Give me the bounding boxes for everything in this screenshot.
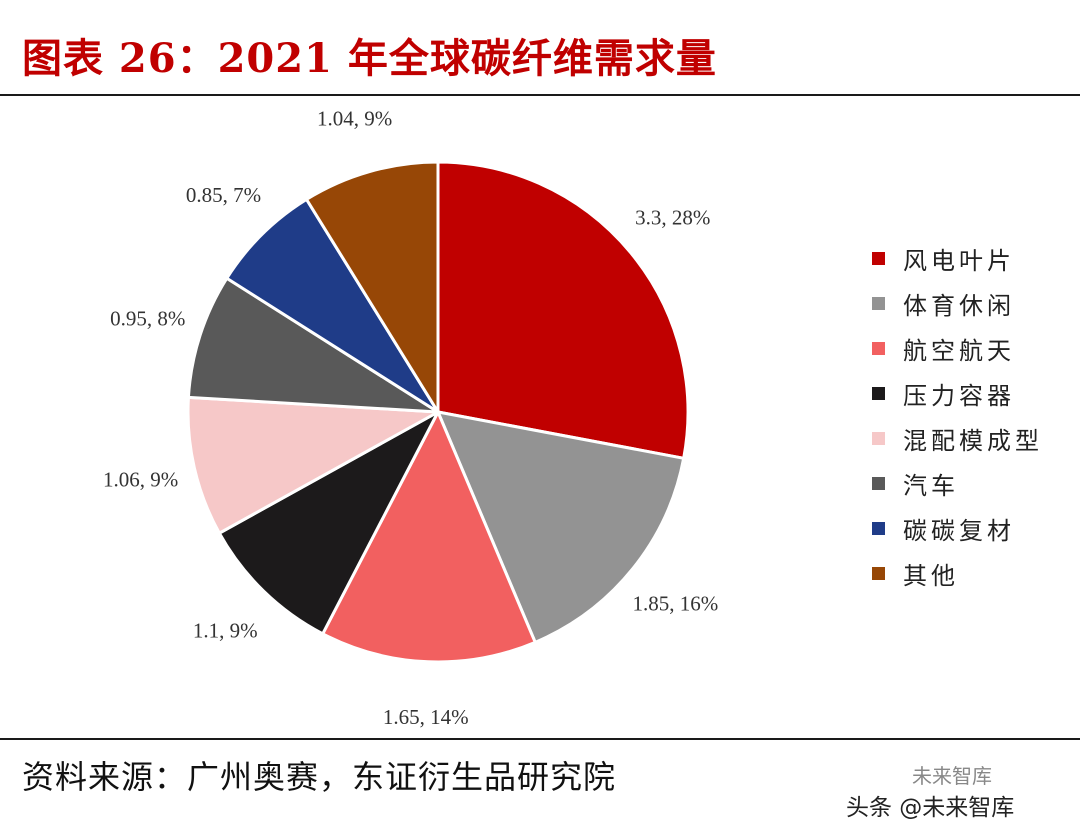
watermark-overlay: 未来智库 <box>912 764 992 788</box>
legend-label-4: 压力容器 <box>903 382 1015 410</box>
data-label-4: 1.1, 9% <box>193 619 258 643</box>
legend-item-1: 风电叶片 <box>872 236 1043 281</box>
pie-data-labels: 3.3, 28% 1.85, 16% 1.65, 14% 1.1, 9% 1.06, 9… <box>103 107 718 729</box>
data-label-1: 3.3, 28% <box>635 205 710 229</box>
legend-swatch-8 <box>872 567 885 580</box>
legend-item-2: 体育休闲 <box>872 281 1043 326</box>
pie-slice-2 <box>436 410 686 644</box>
data-label-8: 1.04, 9% <box>317 107 392 131</box>
legend-label-1: 风电叶片 <box>903 247 1015 275</box>
chart-title: 图表 26：2021 年全球碳纤维需求量 <box>22 35 717 82</box>
legend-swatch-6 <box>872 477 885 490</box>
pie-slice-7 <box>225 197 440 414</box>
pie-chart: 3.3, 28% 1.85, 16% 1.65, 14% 1.1, 9% 1.06, 9… <box>103 107 718 729</box>
legend-label-3: 航空航天 <box>903 337 1015 365</box>
pie-slice-8 <box>305 160 440 414</box>
data-label-2: 1.85, 16% <box>633 592 719 616</box>
legend-label-5: 混配模成型 <box>903 427 1043 455</box>
pie-slice-3 <box>321 410 537 664</box>
legend-swatch-3 <box>872 342 885 355</box>
legend: 风电叶片体育休闲航空航天压力容器混配模成型汽车碳碳复材其他 <box>872 236 1043 596</box>
legend-label-2: 体育休闲 <box>903 292 1015 320</box>
data-label-3: 1.65, 14% <box>383 705 469 729</box>
legend-item-5: 混配模成型 <box>872 416 1043 461</box>
data-label-7: 0.85, 7% <box>186 183 261 207</box>
pie-slices <box>186 160 690 664</box>
legend-item-3: 航空航天 <box>872 326 1043 371</box>
watermark: 头条 @未来智库 <box>846 795 1015 821</box>
source-note: 资料来源：广州奥赛，东证衍生品研究院 <box>22 758 617 796</box>
legend-swatch-1 <box>872 252 885 265</box>
pie-slice-4 <box>217 410 440 636</box>
pie-slice-6 <box>186 276 440 414</box>
data-label-5: 1.06, 9% <box>103 468 178 492</box>
pie-slice-1 <box>436 160 690 460</box>
title-divider <box>0 94 1080 96</box>
legend-item-4: 压力容器 <box>872 371 1043 416</box>
legend-swatch-2 <box>872 297 885 310</box>
legend-swatch-5 <box>872 432 885 445</box>
pie-slice-5 <box>186 395 440 535</box>
legend-swatch-7 <box>872 522 885 535</box>
legend-item-8: 其他 <box>872 551 1043 596</box>
legend-label-8: 其他 <box>903 562 959 590</box>
data-label-6: 0.95, 8% <box>110 307 185 331</box>
legend-label-6: 汽车 <box>903 472 959 500</box>
legend-item-7: 碳碳复材 <box>872 506 1043 551</box>
legend-label-7: 碳碳复材 <box>903 517 1015 545</box>
legend-item-6: 汽车 <box>872 461 1043 506</box>
source-divider <box>0 738 1080 740</box>
legend-swatch-4 <box>872 387 885 400</box>
